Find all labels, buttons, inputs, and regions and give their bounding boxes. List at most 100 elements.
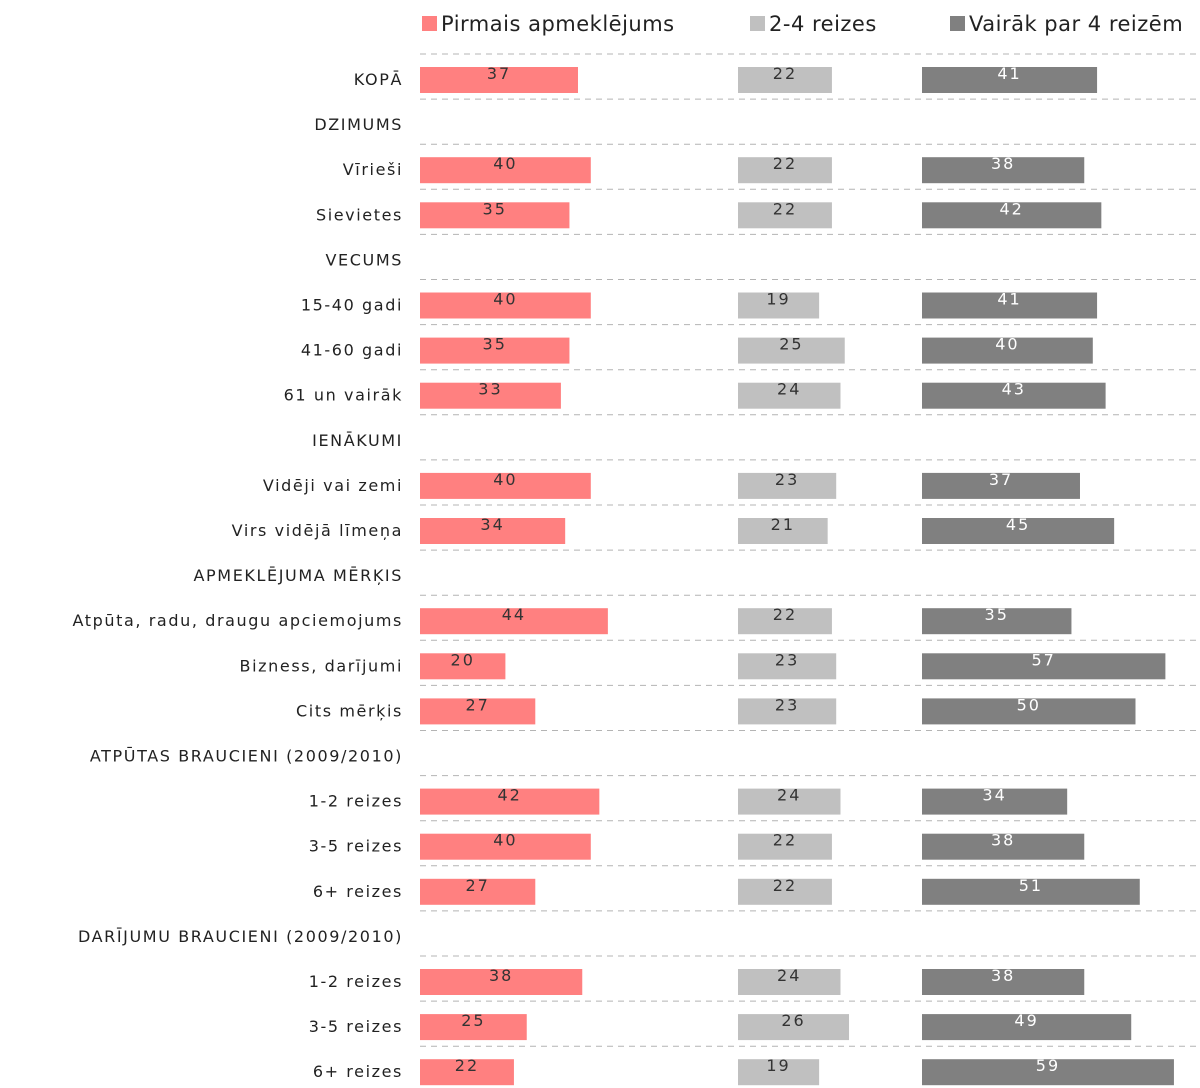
bar — [922, 608, 1072, 635]
row-label: 1-2 reizes — [309, 792, 403, 811]
bar — [738, 382, 841, 409]
row-label: Vidēji vai zemi — [263, 476, 403, 495]
data-label: 22 — [455, 1056, 479, 1075]
bar — [738, 1014, 850, 1041]
bar — [922, 969, 1085, 995]
bar — [420, 337, 570, 364]
data-label: 22 — [773, 154, 797, 173]
data-label: 40 — [493, 154, 517, 173]
row-label: 61 un vairāk — [284, 386, 403, 405]
data-label: 38 — [991, 831, 1015, 850]
data-label: 42 — [999, 199, 1023, 218]
data-label: 43 — [1002, 380, 1026, 399]
data-label: 37 — [989, 470, 1013, 489]
bar — [420, 518, 566, 544]
data-label: 24 — [777, 966, 801, 985]
data-label: 24 — [777, 380, 801, 399]
group-header: IENĀKUMI — [312, 431, 403, 450]
legend-label: Pirmais apmeklējums — [441, 12, 675, 36]
data-label: 22 — [773, 831, 797, 850]
bar — [738, 472, 837, 499]
bar — [922, 67, 1098, 93]
row-label: 6+ reizes — [313, 1062, 403, 1081]
bar — [922, 337, 1093, 364]
data-label: 41 — [997, 64, 1021, 83]
data-label: 34 — [480, 515, 504, 534]
row-label: KOPĀ — [354, 70, 403, 89]
data-label: 23 — [775, 650, 799, 669]
bar — [738, 1059, 820, 1086]
bar — [738, 653, 837, 680]
data-label: 45 — [1006, 515, 1030, 534]
bar — [420, 653, 506, 680]
legend-swatch — [750, 16, 765, 31]
row-label: Cits mērķis — [296, 701, 403, 720]
bar — [922, 1014, 1132, 1041]
data-label: 24 — [777, 786, 801, 805]
bar — [738, 833, 832, 860]
bar — [738, 788, 841, 815]
data-label: 23 — [775, 695, 799, 714]
bar — [738, 157, 832, 184]
bar — [420, 202, 570, 229]
data-label: 35 — [483, 335, 507, 354]
group-header: DARĪJUMU BRAUCIENI (2009/2010) — [78, 927, 403, 946]
bar — [922, 202, 1102, 229]
data-label: 26 — [781, 1011, 805, 1030]
data-label: 20 — [451, 650, 475, 669]
bar — [922, 382, 1106, 409]
row-label: 3-5 reizes — [309, 837, 403, 856]
bar — [738, 969, 841, 995]
data-label: 41 — [997, 290, 1021, 309]
data-label: 23 — [775, 470, 799, 489]
bar — [420, 472, 591, 499]
data-label: 19 — [766, 290, 790, 309]
data-label: 49 — [1014, 1011, 1038, 1030]
bar — [420, 969, 583, 995]
row-label: 1-2 reizes — [309, 972, 403, 991]
bar — [420, 157, 591, 184]
data-label: 38 — [489, 966, 513, 985]
bar — [922, 698, 1136, 725]
data-label: 40 — [493, 470, 517, 489]
data-label: 27 — [465, 695, 489, 714]
bar — [420, 382, 561, 409]
data-label: 21 — [771, 515, 795, 534]
data-label: 40 — [493, 831, 517, 850]
data-label: 33 — [478, 380, 502, 399]
bar — [738, 878, 832, 905]
bar — [738, 67, 832, 93]
data-label: 44 — [502, 605, 526, 624]
data-label: 19 — [766, 1056, 790, 1075]
bar — [922, 292, 1098, 319]
data-label: 22 — [773, 876, 797, 895]
bar — [420, 878, 536, 905]
data-label: 59 — [1036, 1056, 1060, 1075]
data-label: 25 — [779, 335, 803, 354]
bar — [922, 833, 1085, 860]
bar — [738, 292, 820, 319]
bar — [738, 518, 828, 544]
bar — [420, 1014, 527, 1041]
data-label: 22 — [773, 64, 797, 83]
data-label: 50 — [1017, 695, 1041, 714]
data-label: 38 — [991, 154, 1015, 173]
data-label: 22 — [773, 605, 797, 624]
group-header: APMEKLĒJUMA MĒRĶIS — [194, 566, 404, 585]
bar — [420, 698, 536, 725]
bar — [420, 67, 578, 93]
bar — [420, 608, 608, 635]
group-header: ATPŪTAS BRAUCIENI (2009/2010) — [90, 747, 403, 766]
data-label: 51 — [1019, 876, 1043, 895]
legend-label: Vairāk par 4 reizēm — [969, 12, 1183, 36]
data-label: 27 — [465, 876, 489, 895]
data-label: 35 — [483, 199, 507, 218]
bar — [420, 1059, 514, 1086]
row-label: Bizness, darījumi — [240, 656, 403, 675]
group-header: DZIMUMS — [314, 115, 403, 134]
row-label: 6+ reizes — [313, 882, 403, 901]
data-label: 42 — [497, 786, 521, 805]
row-label: Vīrieši — [343, 160, 403, 179]
bar — [420, 788, 600, 815]
